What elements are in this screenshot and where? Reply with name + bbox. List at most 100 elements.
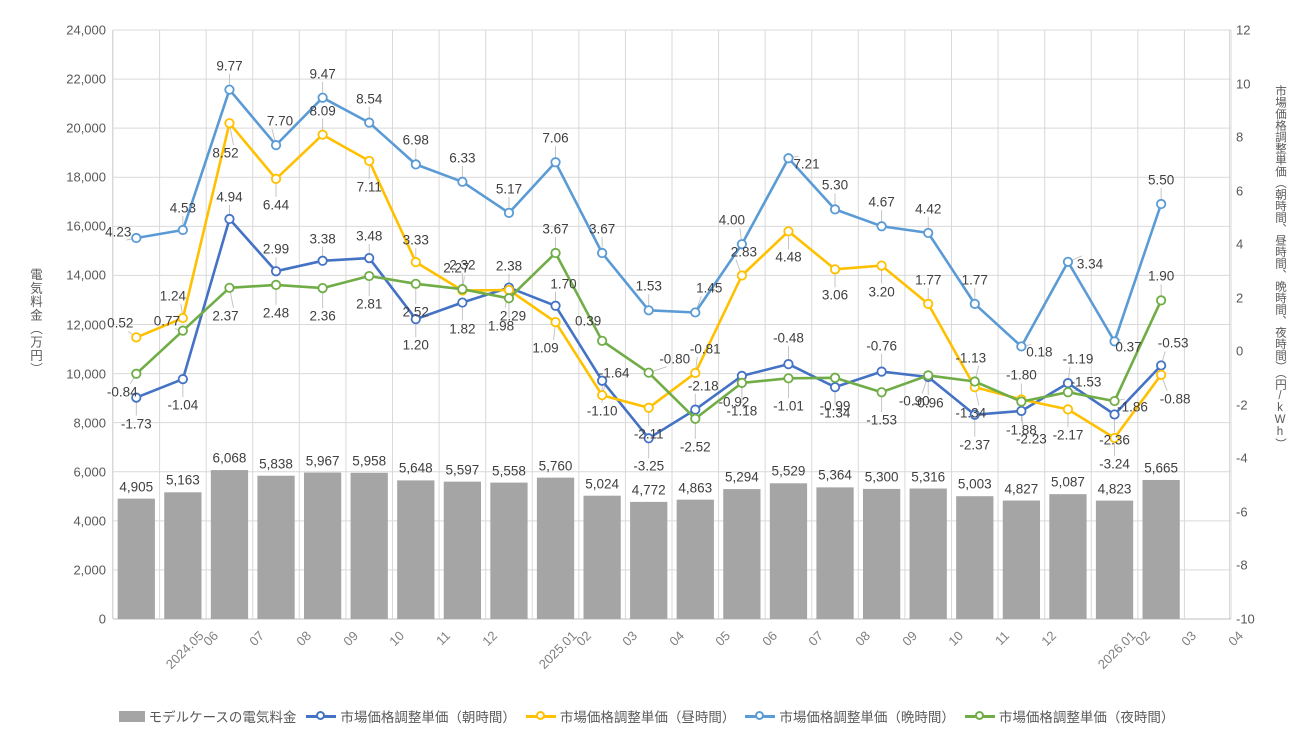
bar — [536, 477, 575, 619]
series-marker — [1109, 409, 1120, 420]
bar — [490, 482, 528, 619]
legend-line-swatch-icon — [745, 710, 776, 722]
y-axis-right-tick-label: 2 — [1236, 290, 1244, 306]
series-marker — [457, 297, 468, 308]
series-marker — [550, 300, 561, 311]
series-marker — [317, 255, 328, 266]
series-marker — [783, 226, 794, 237]
x-axis-tick-label: 2025.01 — [535, 628, 580, 672]
bar — [723, 489, 761, 619]
x-axis-tick-label: 04 — [1224, 628, 1246, 649]
legend-item[interactable]: 市場価格調整単価（昼時間） — [525, 706, 735, 726]
bar — [862, 488, 901, 619]
y-axis-left-tick-label: 10,000 — [66, 366, 106, 382]
legend-line-swatch-icon — [964, 710, 995, 722]
series-marker — [969, 409, 980, 420]
series-marker — [690, 413, 701, 424]
series-marker — [224, 213, 235, 225]
y-axis-left-tick-label: 0 — [98, 611, 106, 627]
series-marker — [1156, 295, 1167, 306]
y-axis-right-tick-label: 8 — [1236, 129, 1244, 145]
series-marker — [550, 157, 561, 168]
series-marker — [736, 239, 747, 250]
bar — [164, 492, 202, 619]
x-axis-tick-label: 09 — [898, 628, 920, 649]
y-axis-left-tick-label: 24,000 — [66, 22, 106, 38]
x-axis-tick-label: 12 — [479, 628, 501, 649]
x-axis-tick-label: 2024.05 — [163, 628, 207, 672]
y-axis-right-ticks: -10 -8 -6 -4 -2 0 2 4 6 8 10 12 — [1236, 23, 1276, 627]
series-marker — [1109, 336, 1120, 347]
bar — [1049, 494, 1087, 619]
series-marker — [1156, 198, 1167, 210]
series-marker — [690, 367, 701, 379]
series-marker — [131, 368, 142, 379]
x-axis-tick-label: 10 — [945, 628, 967, 649]
series-marker — [410, 159, 421, 170]
series-marker — [643, 367, 654, 378]
x-axis-tick-label: 09 — [339, 628, 361, 649]
series-marker — [317, 129, 328, 140]
bar — [257, 475, 295, 619]
series-marker — [597, 335, 608, 346]
bar — [117, 498, 155, 619]
series-marker — [364, 270, 375, 282]
series-marker — [270, 279, 282, 290]
series-marker — [317, 92, 328, 103]
series-line — [135, 251, 1163, 420]
bar — [676, 499, 714, 619]
series-marker — [969, 298, 980, 309]
legend-item[interactable]: 市場価格調整単価（晩時間） — [745, 706, 955, 726]
y-axis-right-tick-label: 10 — [1236, 76, 1251, 92]
series-marker — [270, 173, 282, 184]
series-marker — [783, 373, 794, 384]
legend-item[interactable]: モデルケースの電気料金 — [118, 706, 296, 726]
series-marker — [1109, 432, 1120, 444]
series-marker — [131, 232, 142, 244]
y-axis-right-tick-label: 6 — [1236, 183, 1244, 199]
series-marker — [923, 227, 934, 239]
series-marker — [457, 284, 468, 295]
x-axis-tick-label: 02 — [572, 628, 594, 649]
chart-legend: モデルケースの電気料金 市場価格調整単価（朝時間） 市場価格調整単価（昼時間） 市場価… — [0, 706, 1303, 726]
x-axis-tick-label: 06 — [200, 628, 221, 649]
series-marker — [643, 433, 654, 444]
series-marker — [317, 282, 328, 294]
series-marker — [783, 153, 794, 164]
series-line — [135, 121, 1163, 440]
x-axis-tick-label: 02 — [1131, 628, 1153, 649]
bar — [303, 472, 342, 619]
series-marker — [131, 392, 142, 403]
bar — [443, 481, 482, 619]
bar — [769, 483, 808, 619]
bar — [816, 487, 854, 619]
x-axis-ticks: 2024.05 06 07 08 09 10 11 12 2025.01 02 03 04 05 06 07… — [112, 624, 1246, 694]
series-marker — [923, 298, 934, 309]
x-axis-tick-label: 08 — [852, 628, 874, 649]
x-axis-tick-label: 03 — [619, 628, 641, 649]
series-marker — [1109, 395, 1120, 407]
y-axis-right-tick-label: -10 — [1236, 611, 1255, 627]
y-axis-left-tick-label: 18,000 — [66, 169, 106, 185]
series-marker — [364, 155, 375, 167]
legend-item[interactable]: 市場価格調整単価（朝時間） — [306, 706, 516, 726]
y-axis-left-tick-label: 16,000 — [66, 218, 106, 234]
bar — [350, 472, 388, 619]
y-axis-right-tick-label: 0 — [1236, 343, 1244, 359]
plot-area: 4,905 5,163 6,068 5,838 5,967 5,958 5,648 5,597… — [105, 29, 1232, 620]
bar — [583, 495, 621, 619]
y-axis-left-ticks: 0 2,000 4,000 6,000 8,000 10,000 12,000 14,000 1… — [36, 23, 106, 627]
series-marker — [1016, 396, 1027, 407]
legend-line-swatch-icon — [306, 710, 337, 722]
y-axis-left-tick-label: 6,000 — [73, 464, 106, 480]
x-axis-tick-label: 07 — [805, 628, 827, 649]
series-marker — [1156, 360, 1167, 371]
series-marker — [131, 332, 142, 343]
series-marker — [1062, 378, 1074, 389]
y-axis-left-tick-label: 8,000 — [73, 415, 106, 431]
legend-item[interactable]: 市場価格調整単価（夜時間） — [964, 706, 1174, 726]
series-marker — [597, 390, 608, 401]
series-marker — [1016, 341, 1027, 352]
series-marker — [690, 404, 701, 415]
bar — [1142, 479, 1180, 619]
